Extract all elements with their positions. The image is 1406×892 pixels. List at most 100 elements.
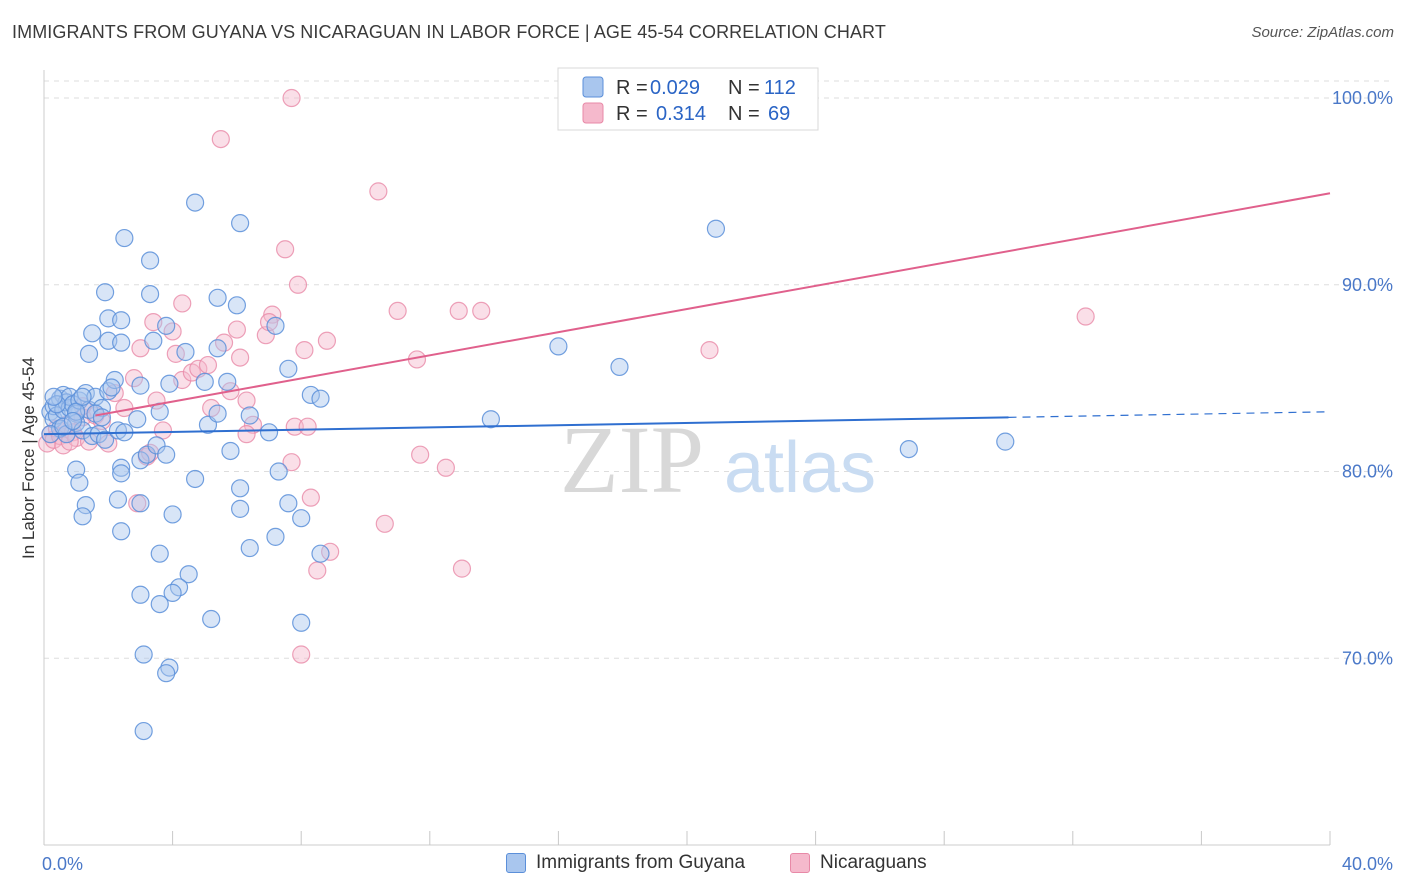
point-guyana xyxy=(218,372,237,391)
point-nicaraguans xyxy=(198,355,218,375)
point-guyana xyxy=(292,613,311,632)
bottom-legend-swatch-nicaraguans xyxy=(790,853,810,873)
point-guyana xyxy=(73,387,92,406)
point-guyana xyxy=(95,430,115,449)
point-guyana xyxy=(195,372,214,391)
legend-n-label-2: N = xyxy=(728,103,760,125)
point-nicaraguans xyxy=(140,443,160,462)
point-guyana xyxy=(157,316,176,335)
point-guyana xyxy=(996,432,1015,451)
point-guyana xyxy=(140,251,160,270)
legend-swatch-guyana xyxy=(582,76,604,98)
point-nicaraguans xyxy=(301,488,320,507)
legend: R = 0.029 N = 112 R = 0.314 N = 69 xyxy=(557,67,819,131)
point-guyana xyxy=(481,410,500,429)
watermark-atlas: atlas xyxy=(724,428,876,508)
point-guyana xyxy=(186,193,205,212)
point-guyana xyxy=(144,331,163,350)
point-guyana xyxy=(76,496,95,515)
point-nicaraguans xyxy=(369,182,388,201)
point-guyana xyxy=(150,544,169,563)
point-guyana xyxy=(63,411,83,431)
point-nicaraguans xyxy=(472,301,491,321)
point-nicaraguans xyxy=(317,331,337,350)
legend-r-value-1: 0.029 xyxy=(650,77,700,99)
gridlines xyxy=(44,80,1390,659)
point-nicaraguans xyxy=(237,425,256,444)
point-nicaraguans xyxy=(449,301,468,321)
point-guyana xyxy=(240,538,259,558)
point-guyana xyxy=(131,376,150,395)
y-tick-label-90: 90.0% xyxy=(1342,275,1393,295)
point-guyana xyxy=(292,509,311,528)
point-guyana xyxy=(147,436,166,455)
point-guyana xyxy=(150,594,169,614)
point-guyana xyxy=(134,645,153,664)
chart-title: IMMIGRANTS FROM GUYANA VS NICARAGUAN IN … xyxy=(12,22,886,42)
point-nicaraguans xyxy=(237,391,256,410)
x-tick-label-max: 40.0% xyxy=(1342,854,1393,874)
y-tick-label-100: 100.0% xyxy=(1332,88,1393,108)
point-guyana xyxy=(70,473,89,492)
bottom-legend-label-nicaraguans: Nicaraguans xyxy=(820,852,927,873)
point-guyana xyxy=(112,522,131,541)
point-guyana xyxy=(157,664,176,683)
point-guyana xyxy=(706,219,726,238)
point-nicaraguans xyxy=(124,369,144,388)
point-nicaraguans xyxy=(411,445,430,464)
point-guyana xyxy=(54,417,73,436)
point-guyana xyxy=(73,507,92,526)
legend-r-value-2: 0.314 xyxy=(656,103,706,125)
point-guyana xyxy=(269,462,288,481)
point-guyana xyxy=(108,490,128,509)
y-tick-label-80: 80.0% xyxy=(1342,462,1393,482)
point-guyana xyxy=(163,505,182,524)
point-guyana xyxy=(176,342,195,362)
y-axis-label: In Labor Force | Age 45-54 xyxy=(19,357,38,559)
point-guyana xyxy=(279,359,298,378)
point-guyana xyxy=(134,721,153,741)
point-guyana xyxy=(279,494,298,513)
point-guyana xyxy=(131,585,150,604)
point-guyana xyxy=(311,389,330,408)
point-guyana xyxy=(112,458,131,477)
point-nicaraguans xyxy=(276,240,295,259)
legend-n-value-1: 112 xyxy=(764,77,796,99)
y-tick-labels: 70.0% 80.0% 90.0% 100.0% xyxy=(1332,88,1393,668)
point-nicaraguans xyxy=(436,458,455,477)
point-guyana xyxy=(137,445,156,464)
bottom-legend-item-guyana: Immigrants from Guyana xyxy=(506,852,745,874)
point-guyana xyxy=(240,406,259,425)
point-guyana xyxy=(266,527,285,546)
point-nicaraguans xyxy=(288,275,308,294)
point-nicaraguans xyxy=(282,88,301,108)
point-guyana xyxy=(231,479,250,498)
point-guyana xyxy=(140,284,160,304)
point-guyana xyxy=(610,357,629,377)
point-guyana xyxy=(311,544,330,563)
point-nicaraguans xyxy=(285,417,304,436)
legend-swatch-nicaraguans xyxy=(582,102,604,124)
x-tick-labels: 0.0% 40.0% xyxy=(42,854,1393,874)
point-nicaraguans xyxy=(1076,307,1095,326)
series-guyana xyxy=(41,193,1015,741)
point-guyana xyxy=(221,441,240,461)
point-guyana xyxy=(208,404,227,423)
point-guyana xyxy=(301,385,320,405)
point-guyana xyxy=(95,283,115,302)
point-guyana xyxy=(115,228,134,248)
bottom-legend-item-nicaraguans: Nicaraguans xyxy=(790,852,927,874)
point-guyana xyxy=(112,311,131,330)
bottom-legend-label-guyana: Immigrants from Guyana xyxy=(536,852,746,873)
point-nicaraguans xyxy=(153,421,173,440)
point-guyana xyxy=(231,499,250,518)
point-nicaraguans xyxy=(388,301,407,321)
point-nicaraguans xyxy=(700,341,719,360)
point-guyana xyxy=(112,464,131,483)
point-guyana xyxy=(208,288,227,307)
source-label: Source: ZipAtlas.com xyxy=(1251,24,1394,41)
trend-line-guyana-extension xyxy=(1008,411,1331,418)
point-guyana xyxy=(44,387,63,406)
legend-n-value-2: 69 xyxy=(768,103,790,125)
